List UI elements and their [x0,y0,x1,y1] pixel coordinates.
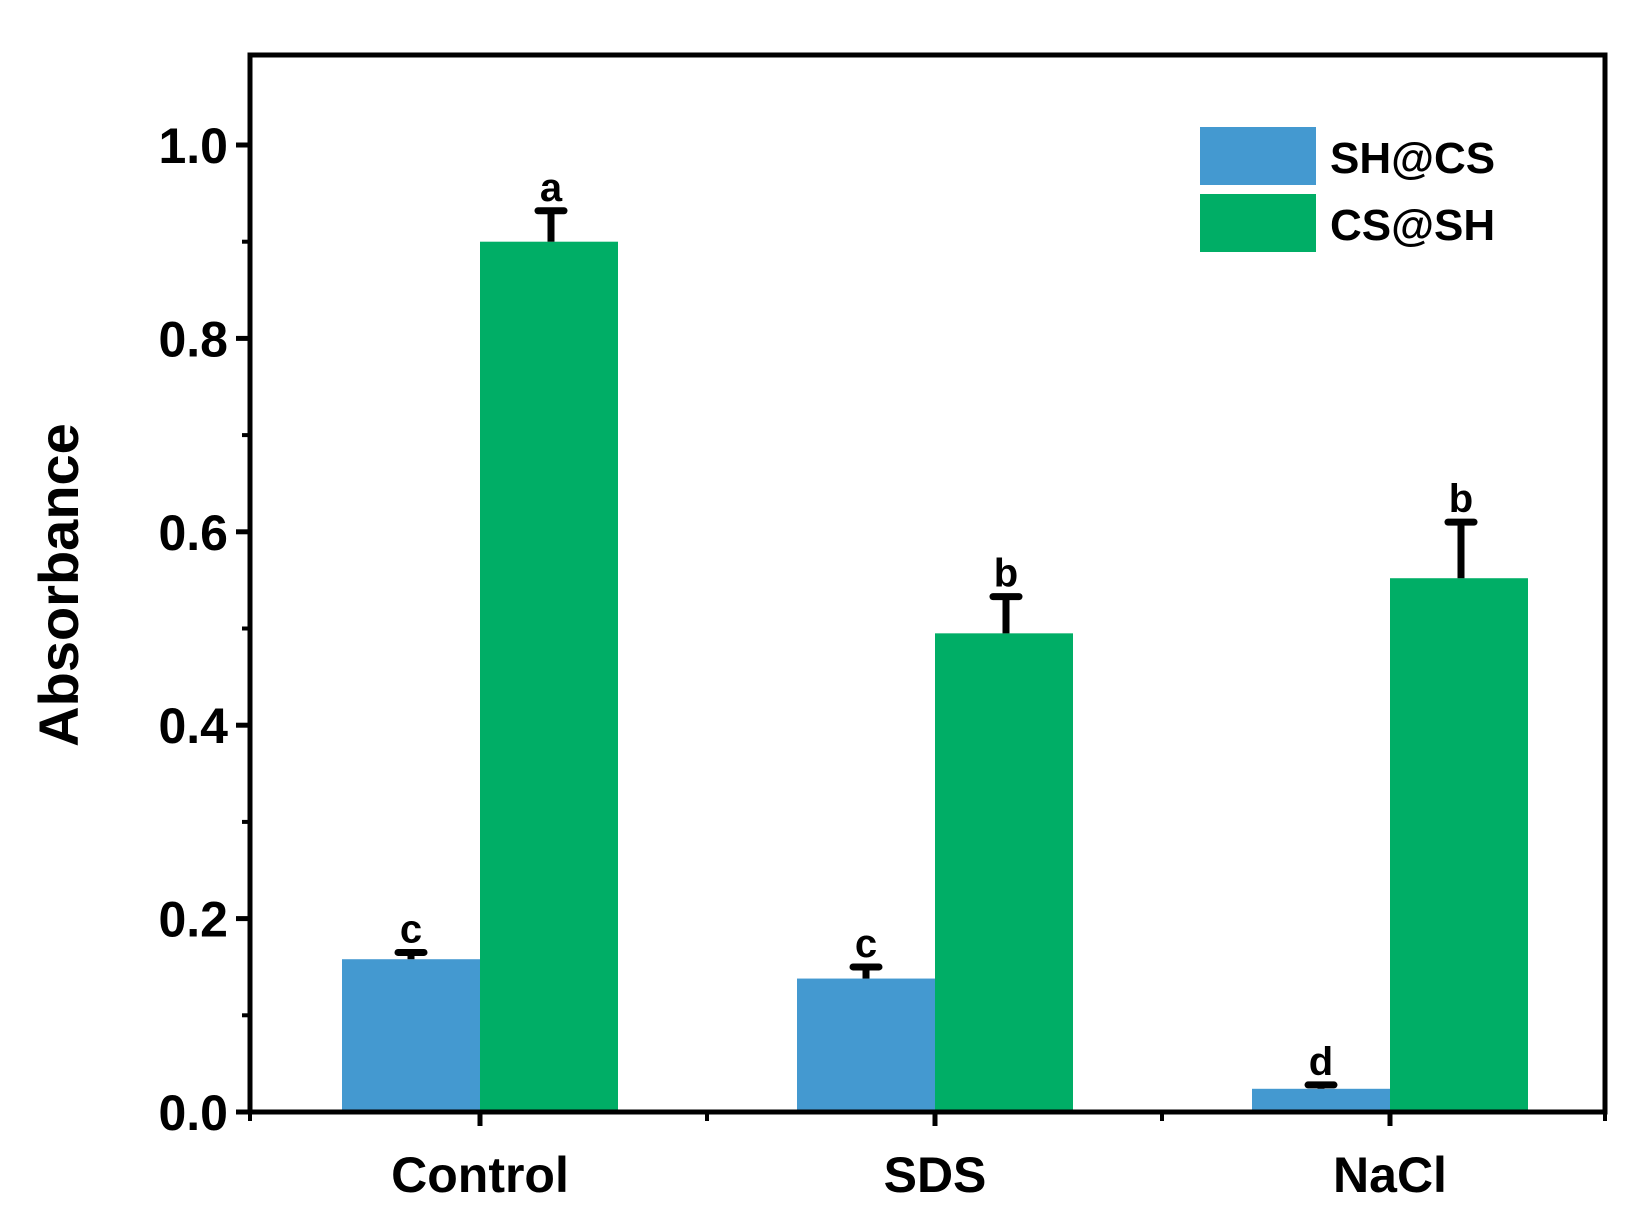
y-axis-label: Absorbance [27,423,90,747]
legend-label-sh-at-cs: SH@CS [1330,134,1495,183]
significance-label: c [400,907,422,951]
x-tick-label-control: Control [391,1147,569,1203]
bar-cs-at-sh-sds [935,633,1073,1112]
axes: 0.0 0.2 0.4 0.6 0.8 1.0 Control SDS NaCl [158,118,1607,1203]
bar-sh-at-cs-sds [797,978,935,1112]
y-tick-label: 0.2 [158,892,228,948]
x-tick-label-nacl: NaCl [1333,1147,1447,1203]
y-tick-label: 1.0 [158,118,228,174]
bar-cs-at-sh-control [480,241,618,1112]
significance-label: b [1449,477,1473,521]
legend-swatch-sh-at-cs [1200,127,1316,185]
x-tick-label-sds: SDS [884,1147,987,1203]
y-tick-label: 0.6 [158,505,228,561]
y-tick-label: 0.0 [158,1085,228,1141]
y-tick-label: 0.8 [158,311,228,367]
plot-frame [247,52,1608,1115]
bar-sh-at-cs-control [342,959,480,1112]
bar-sh-at-cs-nacl [1252,1088,1390,1112]
legend-label-cs-at-sh: CS@SH [1330,201,1495,250]
bar-cs-at-sh-nacl [1390,578,1528,1112]
significance-label: b [994,552,1018,596]
significance-label: c [855,922,877,966]
y-tick-label: 0.4 [158,698,228,754]
significance-label: a [540,166,563,210]
significance-label: d [1309,1040,1333,1084]
legend-swatch-cs-at-sh [1200,194,1316,252]
plot-marks: c c d a b b [342,166,1528,1112]
legend: SH@CS CS@SH [1200,127,1495,252]
